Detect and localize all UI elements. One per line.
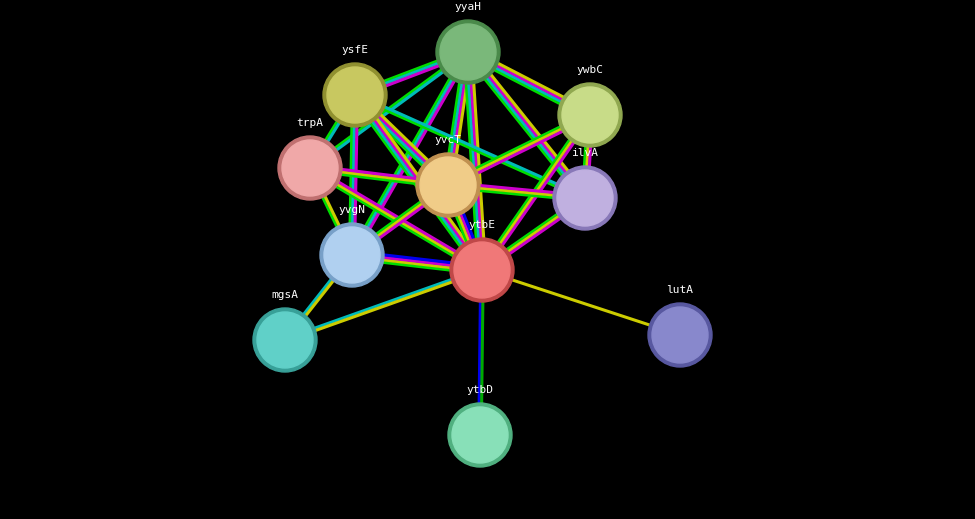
Circle shape <box>436 20 500 84</box>
Circle shape <box>553 166 617 230</box>
Circle shape <box>652 307 708 363</box>
Circle shape <box>327 67 383 123</box>
Text: ywbC: ywbC <box>576 65 604 75</box>
Text: lutA: lutA <box>667 285 693 295</box>
Text: trpA: trpA <box>296 118 324 128</box>
Text: yyaH: yyaH <box>454 2 482 12</box>
Circle shape <box>420 157 476 213</box>
Circle shape <box>253 308 317 372</box>
Text: mgsA: mgsA <box>271 290 298 300</box>
Text: ytbE: ytbE <box>469 220 495 230</box>
Circle shape <box>323 63 387 127</box>
Text: yvcT: yvcT <box>435 135 461 145</box>
Circle shape <box>562 87 618 143</box>
Circle shape <box>324 227 380 283</box>
Circle shape <box>282 140 338 196</box>
Circle shape <box>257 312 313 368</box>
Text: ysfE: ysfE <box>341 45 369 55</box>
Circle shape <box>648 303 712 367</box>
Text: ilvA: ilvA <box>571 148 599 158</box>
Circle shape <box>278 136 342 200</box>
Circle shape <box>452 407 508 463</box>
Circle shape <box>416 153 480 217</box>
Circle shape <box>448 403 512 467</box>
Circle shape <box>450 238 514 302</box>
Circle shape <box>440 24 496 80</box>
Text: ytbD: ytbD <box>466 385 493 395</box>
Text: yvgN: yvgN <box>338 205 366 215</box>
Circle shape <box>454 242 510 298</box>
Circle shape <box>320 223 384 287</box>
Circle shape <box>557 170 613 226</box>
Circle shape <box>558 83 622 147</box>
